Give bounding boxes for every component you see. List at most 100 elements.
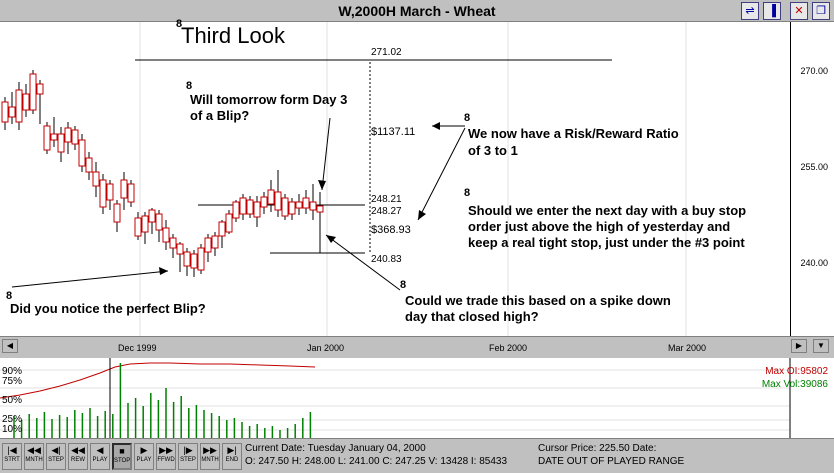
fast-forward-button[interactable]: ▶▶ FFWD <box>156 443 176 470</box>
rewind-button[interactable]: ◀◀ REW <box>68 443 88 470</box>
risk-dollar-bottom: $368.93 <box>371 224 411 236</box>
candle-body <box>15 89 23 123</box>
date-range-status: DATE OUT OF PLAYED RANGE <box>538 456 685 467</box>
step-back-button[interactable]: ◀| STEP <box>46 443 66 470</box>
candle-body <box>162 227 170 243</box>
annotation-spike-line2: day that closed high? <box>405 309 539 324</box>
candle-body <box>239 197 247 215</box>
point-marker-icon: 8 <box>464 112 471 124</box>
ohlc-readout: O: 247.50 H: 248.00 L: 241.00 C: 247.25 … <box>245 456 508 467</box>
candle-body <box>85 157 93 173</box>
time-scrollbar[interactable]: ◀ Dec 1999 Jan 2000 Feb 2000 Mar 2000 ▶ … <box>0 336 834 356</box>
y-tick-label: 240.00 <box>800 258 828 268</box>
candle-body <box>197 247 205 271</box>
price-chart[interactable]: Third Look 8 271.02 $1137.11 248.21 248.… <box>0 18 790 336</box>
nav-button-label: PLAY <box>136 457 152 463</box>
nav-button-label: STEP <box>48 457 64 463</box>
window-title: W,2000H March - Wheat <box>338 3 496 19</box>
scroll-left-icon[interactable]: ◀ <box>2 339 18 353</box>
end-button[interactable]: ▶| END <box>222 443 242 470</box>
candle-body <box>1 101 9 123</box>
candle-body <box>176 243 184 255</box>
pct-label: 25% <box>2 414 23 425</box>
candle-body <box>274 191 282 211</box>
restore-icon[interactable]: ❐ <box>812 2 830 20</box>
candle-body <box>22 93 30 111</box>
candle-body <box>106 183 114 201</box>
candle-body <box>92 171 100 187</box>
playback-toolbar: |◀ STRT ◀◀ MNTH ◀| STEP ◀◀ REW ◀ PLAY ■ STOP ▶ PLAY ▶▶… <box>0 438 834 473</box>
candle-body <box>71 129 79 145</box>
month-label: Feb 2000 <box>489 343 528 353</box>
candle-body <box>120 179 128 199</box>
nav-button-label: MNTH <box>201 457 219 463</box>
pct-label: 50% <box>2 395 23 406</box>
step-forward-icon: |▶ <box>183 445 193 455</box>
current-date: Current Date: Tuesday January 04, 2000 <box>245 443 426 454</box>
candle-body <box>267 189 275 205</box>
nav-button-label: STEP <box>180 457 196 463</box>
annotation-ratio-line1: We now have a Risk/Reward Ratio <box>468 126 679 141</box>
month-back-icon: ◀◀ <box>27 445 41 455</box>
candle-body <box>57 133 65 153</box>
candle-body <box>260 196 268 208</box>
annotation-tomorrow-line1: Will tomorrow form Day 3 <box>190 92 348 107</box>
price-chart-svg <box>1 22 687 336</box>
point-marker-icon: 8 <box>6 290 13 302</box>
candle-body <box>295 201 303 209</box>
fast-forward-icon: ▶▶ <box>159 445 173 455</box>
max-vol-label: Max Vol:39086 <box>761 379 828 390</box>
candle-body <box>183 251 191 267</box>
step-forward-button[interactable]: |▶ STEP <box>178 443 198 470</box>
title-bar: W,2000H March - Wheat ⇌ ▐ ✕ ❐ <box>0 0 834 22</box>
y-tick-label: 255.00 <box>800 162 828 172</box>
annotation-enter-line1: Should we enter the next day with a buy … <box>468 203 747 218</box>
step-back-icon: ◀| <box>51 445 61 455</box>
candle-body <box>302 197 310 209</box>
month-back-button[interactable]: ◀◀ MNTH <box>24 443 44 470</box>
annotation-enter-line2: order just above the high of yesterday a… <box>468 219 731 234</box>
price-label-current: 248.27 <box>371 206 402 217</box>
candle-body <box>218 221 226 237</box>
play-button[interactable]: ▶ PLAY <box>134 443 154 470</box>
candle-body <box>127 183 135 203</box>
scroll-down-icon[interactable]: ▼ <box>813 339 829 353</box>
scroll-right-icon[interactable]: ▶ <box>791 339 807 353</box>
play-icon: ▶ <box>140 445 148 455</box>
candle-body <box>8 106 16 118</box>
play-back-button[interactable]: ◀ PLAY <box>90 443 110 470</box>
candle-body <box>29 73 37 111</box>
chart-settings-icon[interactable]: ⇌ <box>741 2 759 20</box>
rewind-icon: ◀◀ <box>71 445 85 455</box>
candle-body <box>169 237 177 249</box>
nav-button-label: FFWD <box>157 457 175 463</box>
candle-body <box>232 201 240 219</box>
nav-button-label: END <box>225 457 239 463</box>
candle-body <box>309 201 317 211</box>
candle-body <box>78 139 86 167</box>
candle-body <box>43 125 51 151</box>
close-icon[interactable]: ✕ <box>790 2 808 20</box>
candle-body <box>99 179 107 208</box>
annotation-tomorrow-line2: of a Blip? <box>190 108 250 123</box>
candle-body <box>246 199 254 215</box>
nav-button-label: REW <box>71 457 85 463</box>
annotation-blip: Did you notice the perfect Blip? <box>10 301 206 316</box>
candle-body <box>148 209 156 223</box>
stop-button[interactable]: ■ STOP <box>112 443 132 470</box>
point-marker-icon: 8 <box>400 279 407 291</box>
start-icon: |◀ <box>7 445 17 455</box>
month-label: Mar 2000 <box>668 343 707 353</box>
month-forward-button[interactable]: ▶▶ MNTH <box>200 443 220 470</box>
bar-style-icon[interactable]: ▐ <box>763 2 781 20</box>
pct-label: 10% <box>2 424 23 435</box>
candle-body <box>316 205 324 213</box>
candle-body <box>225 213 233 233</box>
month-forward-icon: ▶▶ <box>203 445 217 455</box>
candle-body <box>141 215 149 233</box>
pct-label: 90% <box>2 366 23 377</box>
nav-button-label: PLAY <box>92 457 108 463</box>
start-button[interactable]: |◀ STRT <box>2 443 22 470</box>
nav-button-label: STOP <box>114 458 131 464</box>
